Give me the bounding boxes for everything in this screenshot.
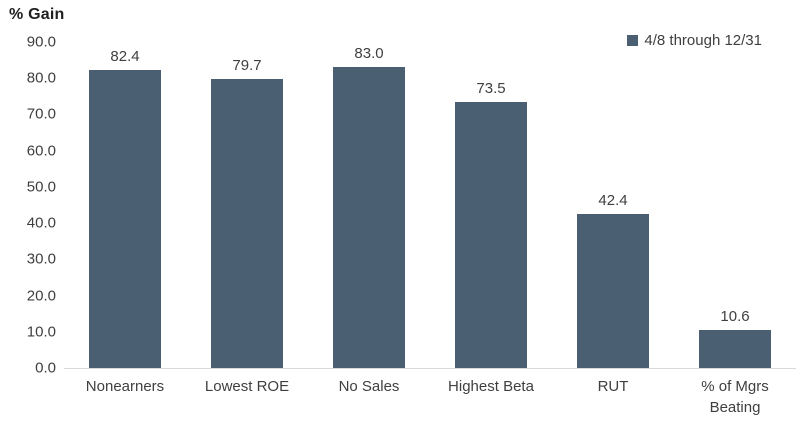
x-axis-label-no-sales: No Sales xyxy=(338,378,400,395)
bar-highest-beta xyxy=(455,101,527,368)
y-tick-label-70.0: 70.0 xyxy=(26,105,56,123)
y-tick-label-20.0: 20.0 xyxy=(26,287,56,305)
y-tick-label-80.0: 80.0 xyxy=(26,69,56,87)
bar-value-label: 79.7 xyxy=(232,57,262,75)
x-axis-label-highest-beta: Highest Beta xyxy=(448,378,534,395)
y-tick-label-0.0: 0.0 xyxy=(35,359,56,377)
y-tick-label-30.0: 30.0 xyxy=(26,250,56,268)
y-tick-label-60.0: 60.0 xyxy=(26,142,56,160)
legend: 4/8 through 12/31 xyxy=(627,32,762,49)
bar-cell-lowest-roe: 79.7 xyxy=(186,42,308,368)
bar-cell-rut: 42.4 xyxy=(552,42,674,368)
bars-row: 82.4 79.7 83.0 73.5 42.4 10.6 xyxy=(64,42,796,368)
y-axis: 0.0 10.0 20.0 30.0 40.0 50.0 60.0 70.0 80.0 90.0 xyxy=(0,34,56,377)
legend-label: 4/8 through 12/31 xyxy=(644,32,762,49)
bar-value-label: 10.6 xyxy=(720,307,750,325)
bar-rut xyxy=(577,214,649,368)
bar-cell-no-sales: 83.0 xyxy=(308,42,430,368)
bar-lowest-roe xyxy=(211,79,283,368)
x-axis-label-nonearners: Nonearners xyxy=(85,378,165,395)
y-tick-label-40.0: 40.0 xyxy=(26,214,56,232)
plot-area: 4/8 through 12/31 82.4 79.7 83.0 73.5 42.4 10… xyxy=(64,32,796,369)
y-tick-label-90.0: 90.0 xyxy=(26,33,56,51)
bar-cell-highest-beta: 73.5 xyxy=(430,42,552,368)
bar-value-label: 83.0 xyxy=(354,45,384,63)
bar-no-sales xyxy=(333,67,405,368)
bar-cell-nonearners: 82.4 xyxy=(64,42,186,368)
x-axis-label-lowest-roe: Lowest ROE xyxy=(204,378,290,395)
x-axis-label-rut: RUT xyxy=(597,378,629,395)
y-tick-label-10.0: 10.0 xyxy=(26,323,56,341)
y-tick-label-50.0: 50.0 xyxy=(26,178,56,196)
bar-value-label: 73.5 xyxy=(476,79,506,97)
bar-value-label: 42.4 xyxy=(598,192,628,210)
x-axis: Nonearners Lowest ROE No Sales Highest Beta… xyxy=(64,376,796,418)
legend-swatch-icon xyxy=(627,35,639,46)
y-axis-title: % Gain xyxy=(9,6,65,23)
x-axis-label-of-mgrs-beating: % of Mgrs Beating xyxy=(701,378,769,416)
bar-nonearners xyxy=(89,69,161,368)
bar-cell-of-mgrs-beating: 10.6 xyxy=(674,42,796,368)
bar-of-mgrs-beating xyxy=(699,329,771,368)
bar-value-label: 82.4 xyxy=(110,47,140,65)
